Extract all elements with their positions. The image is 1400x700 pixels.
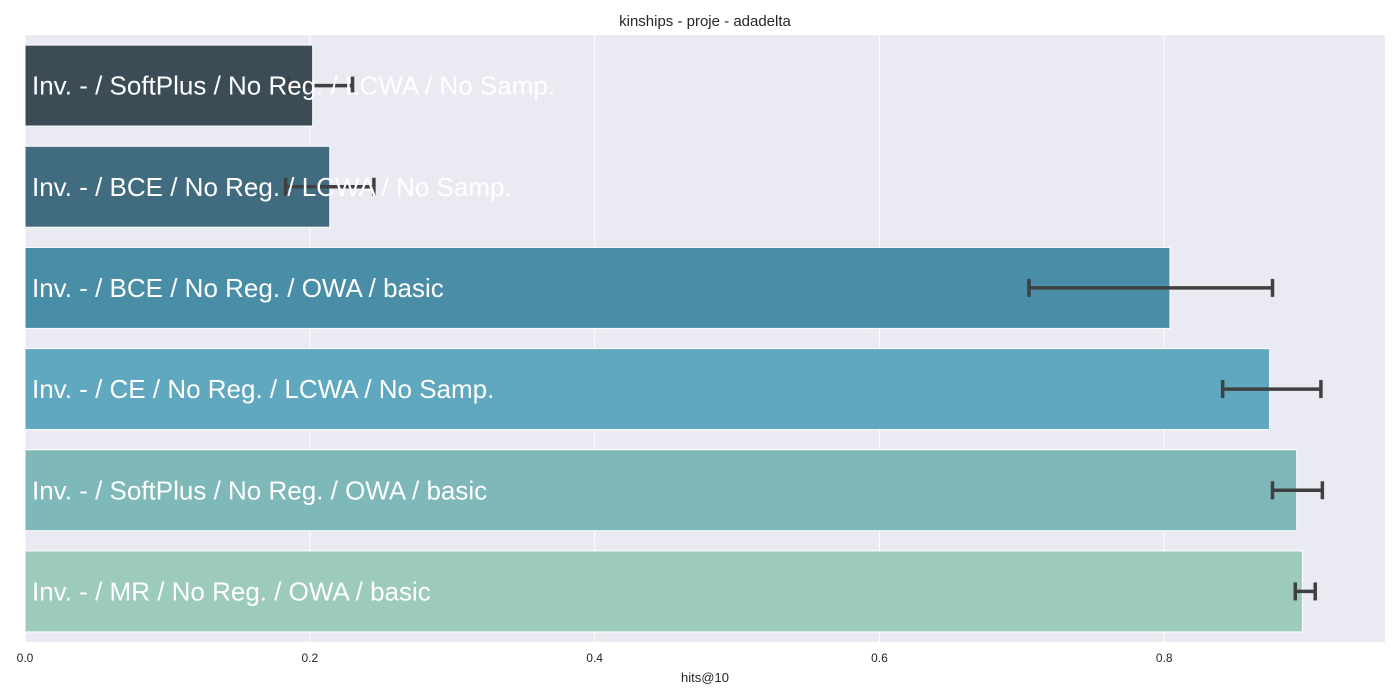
- bar-label: Inv. - / SoftPlus / No Reg. / LCWA / No …: [32, 71, 555, 101]
- plot-background: [25, 35, 1385, 642]
- bar-label: Inv. - / BCE / No Reg. / OWA / basic: [32, 273, 444, 303]
- x-axis-label: hits@10: [681, 670, 729, 685]
- x-tick-label: 0.0: [17, 651, 34, 665]
- bar-label: Inv. - / BCE / No Reg. / LCWA / No Samp.: [32, 172, 512, 202]
- bar: [24, 145, 331, 228]
- bar: [24, 44, 314, 127]
- bar-label: Inv. - / MR / No Reg. / OWA / basic: [32, 576, 431, 606]
- bar: [24, 550, 1303, 633]
- bar-label: Inv. - / CE / No Reg. / LCWA / No Samp.: [32, 374, 494, 404]
- chart-title: kinships - proje - adadelta: [619, 13, 791, 30]
- x-tick-label: 0.8: [1156, 651, 1173, 665]
- bar-label: Inv. - / SoftPlus / No Reg. / OWA / basi…: [32, 475, 487, 505]
- x-tick-label: 0.4: [586, 651, 603, 665]
- bar: [24, 246, 1171, 329]
- x-tick-label: 0.6: [871, 651, 888, 665]
- x-tick-label: 0.2: [301, 651, 318, 665]
